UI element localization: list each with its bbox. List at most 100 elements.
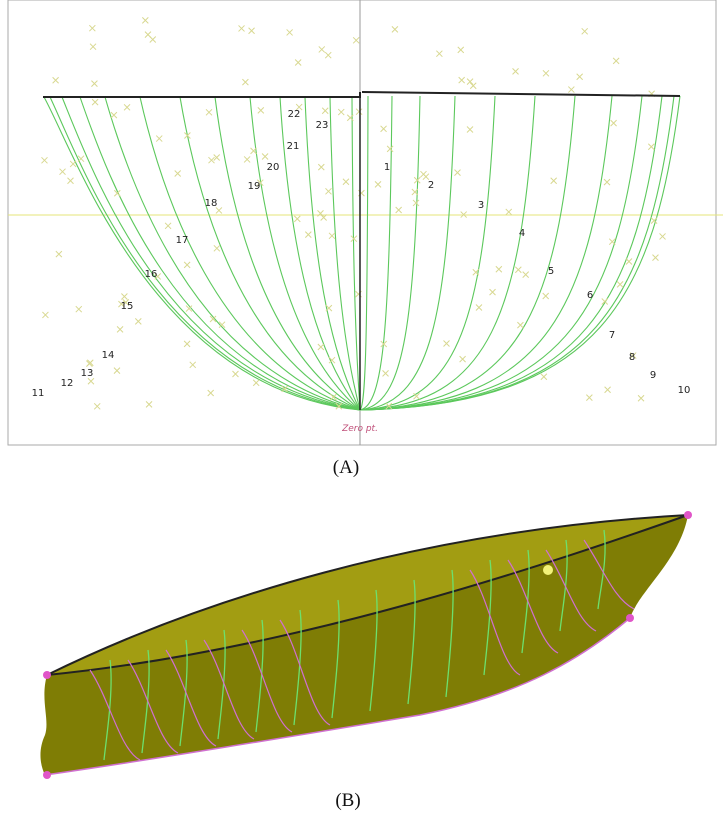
control-point [608, 238, 616, 246]
control-point [320, 214, 328, 221]
control-point [460, 211, 468, 218]
end-point [43, 671, 51, 679]
control-point [616, 281, 624, 288]
control-point [41, 156, 48, 164]
control-point [242, 78, 249, 86]
station-curve [359, 95, 576, 411]
control-point [321, 107, 329, 115]
control-point [411, 188, 419, 196]
station-curve [359, 95, 663, 411]
control-point [540, 373, 548, 381]
control-point [59, 168, 66, 176]
control-point [342, 178, 350, 186]
control-point [324, 51, 332, 59]
control-point [238, 25, 245, 32]
control-point [232, 370, 239, 378]
control-point [286, 29, 293, 36]
waterline-curve [89, 669, 141, 761]
control-point [294, 59, 302, 66]
station-curve [279, 96, 361, 411]
waterline-curve [127, 659, 179, 754]
control-point [281, 385, 289, 393]
control-point [601, 298, 609, 305]
control-point [505, 208, 513, 216]
control-point [459, 355, 466, 363]
control-point [454, 169, 461, 177]
control-point [293, 215, 301, 223]
station-label: 2 [428, 180, 434, 191]
section-line [293, 609, 302, 726]
body-plan: Zero pt. [7, 0, 723, 446]
control-point [637, 394, 645, 402]
station-curve [61, 96, 361, 411]
control-point [512, 68, 519, 75]
control-point [116, 326, 124, 333]
station-label: 1 [384, 162, 390, 173]
control-point [154, 273, 162, 280]
control-point [218, 321, 226, 329]
control-point [659, 233, 666, 240]
waterline-curve [545, 549, 597, 632]
control-point [121, 293, 128, 300]
control-point [581, 27, 589, 35]
control-point [317, 209, 324, 217]
station-curve [214, 96, 361, 411]
station-label: 12 [61, 378, 74, 389]
control-point [295, 103, 303, 111]
control-point [328, 356, 336, 364]
control-point [87, 377, 95, 385]
control-point [91, 98, 99, 106]
control-point [603, 178, 611, 186]
station-curve [359, 95, 681, 411]
station-label: 22 [288, 109, 301, 120]
control-point [543, 565, 553, 575]
control-point [382, 370, 389, 377]
deck-line-right [361, 91, 681, 97]
control-point [141, 16, 149, 24]
control-point [155, 135, 163, 142]
control-point [420, 170, 427, 178]
control-point [252, 379, 260, 387]
control-point [495, 265, 503, 273]
section-line [141, 649, 150, 754]
near-gunwale [46, 514, 689, 676]
control-point [52, 76, 59, 84]
station-label: 17 [176, 235, 189, 246]
hull-side [40, 515, 688, 775]
control-point [337, 108, 345, 116]
caption: (B) [335, 790, 360, 811]
station-label: 16 [145, 269, 158, 280]
station-curve [359, 95, 496, 411]
station-curve [104, 96, 361, 411]
station-label: 21 [287, 141, 300, 152]
waterline-curve [469, 569, 521, 676]
control-point [567, 86, 575, 93]
control-point [164, 222, 172, 230]
section-line [103, 659, 112, 761]
control-point [612, 57, 620, 65]
section-line [407, 579, 416, 705]
end-point [43, 771, 51, 779]
control-point [86, 360, 93, 367]
control-point [586, 394, 593, 402]
control-point [209, 315, 217, 323]
keel-line [44, 617, 631, 776]
control-point [317, 343, 325, 351]
control-point [395, 206, 403, 214]
station-curve [359, 95, 613, 411]
control-point [413, 392, 420, 400]
waterline-curve [507, 559, 559, 654]
station-curve [359, 95, 643, 411]
control-points [41, 16, 666, 410]
station-curve [79, 96, 361, 411]
section-line [255, 619, 264, 733]
control-point [118, 300, 125, 308]
control-point [475, 304, 483, 311]
station-curve [249, 96, 361, 411]
station-label: 18 [205, 198, 218, 209]
station-curve [359, 95, 393, 411]
control-point [185, 305, 193, 312]
station-curve [43, 96, 361, 411]
control-point [380, 340, 388, 348]
control-point [517, 321, 524, 329]
